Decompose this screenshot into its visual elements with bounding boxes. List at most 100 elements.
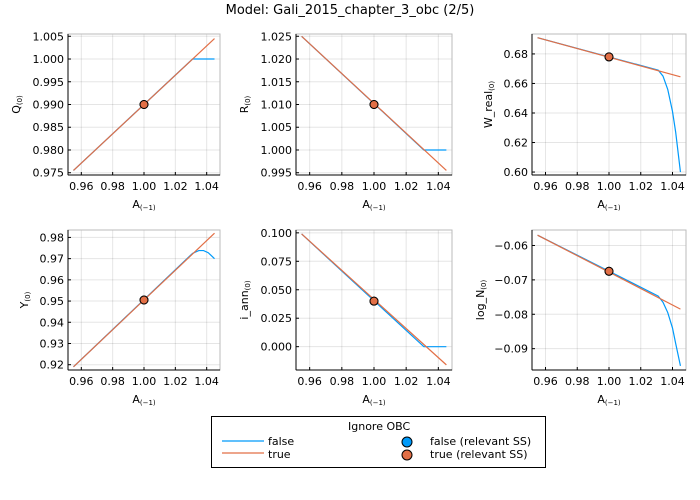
ss-marker-true bbox=[369, 296, 379, 306]
x-tick-label: 1.04 bbox=[426, 180, 451, 193]
y-tick-label: 0.100 bbox=[261, 227, 293, 240]
y-tick-label: 1.005 bbox=[261, 121, 293, 134]
y-axis-label: i_ann(0) bbox=[238, 280, 252, 319]
y-tick-label: 0.93 bbox=[40, 337, 65, 350]
x-tick-label: 1.04 bbox=[194, 180, 219, 193]
y-axis-label: W_real(0) bbox=[482, 81, 496, 128]
x-tick-label: 0.96 bbox=[69, 180, 94, 193]
x-tick-label: 0.98 bbox=[330, 375, 355, 388]
subplot-R: 0.96 0.98 1.00 1.02 1.04 0.995 1.000 1.005 1.010… bbox=[238, 30, 453, 212]
y-tick-label: 0.000 bbox=[261, 341, 293, 354]
y-tick-label: 0.66 bbox=[504, 77, 529, 90]
y-tick-label: 0.92 bbox=[40, 359, 65, 372]
y-tick-label: 1.025 bbox=[261, 30, 293, 43]
figure-title: Model: Gali_2015_chapter_3_obc (2/5) bbox=[225, 3, 475, 18]
x-axis-label: A(−1) bbox=[597, 393, 621, 407]
ss-marker-true bbox=[604, 266, 614, 276]
y-tick-label: 0.975 bbox=[33, 167, 65, 180]
x-tick-label: 1.04 bbox=[660, 375, 685, 388]
x-tick-label: 0.98 bbox=[330, 180, 355, 193]
y-tick-label: 0.94 bbox=[40, 316, 65, 329]
subplot-i_ann: 0.96 0.98 1.00 1.02 1.04 0.000 0.025 0.050 0.075… bbox=[238, 227, 453, 407]
x-tick-label: 1.04 bbox=[194, 375, 219, 388]
legend-line-swatches bbox=[222, 440, 264, 454]
x-tick-label: 0.98 bbox=[100, 180, 125, 193]
y-axis-label: Q(0) bbox=[10, 95, 24, 114]
legend-label-false: false bbox=[268, 435, 295, 448]
y-tick-label: 0.990 bbox=[33, 99, 65, 112]
x-tick-label: 1.02 bbox=[394, 375, 419, 388]
legend-marker-false bbox=[401, 436, 413, 448]
x-tick-label: 0.96 bbox=[297, 180, 322, 193]
legend-marker-true bbox=[401, 449, 413, 461]
y-tick-label: −0.06 bbox=[494, 239, 528, 252]
y-tick-label: 0.075 bbox=[261, 255, 293, 268]
y-tick-label: 0.98 bbox=[40, 231, 65, 244]
legend-marker-swatches bbox=[401, 436, 413, 461]
subplot-W_real: 0.96 0.98 1.00 1.02 1.04 0.60 0.62 0.64 0.66 0.68… bbox=[482, 33, 687, 212]
ss-marker-true bbox=[604, 52, 614, 62]
x-tick-label: 1.02 bbox=[394, 180, 419, 193]
x-tick-label: 1.00 bbox=[132, 375, 157, 388]
x-tick-label: 1.02 bbox=[629, 375, 654, 388]
x-tick-label: 0.98 bbox=[565, 375, 590, 388]
y-axis-label: R(0) bbox=[238, 95, 252, 113]
x-tick-label: 0.96 bbox=[69, 375, 94, 388]
x-tick-label: 1.00 bbox=[597, 180, 622, 193]
x-tick-label: 1.04 bbox=[426, 375, 451, 388]
x-axis-label: A(−1) bbox=[597, 198, 621, 212]
legend-label-true-ss: true (relevant SS) bbox=[430, 448, 528, 461]
legend-label-false-ss: false (relevant SS) bbox=[430, 435, 532, 448]
y-tick-label: 0.95 bbox=[40, 295, 65, 308]
x-tick-label: 0.96 bbox=[533, 375, 558, 388]
subplot-Y: 0.96 0.98 1.00 1.02 1.04 0.92 0.93 0.94 0.95 0.96… bbox=[18, 229, 221, 407]
y-axis-label: Y(0) bbox=[18, 291, 32, 309]
ss-marker-true bbox=[139, 295, 149, 305]
x-tick-label: 1.00 bbox=[597, 375, 622, 388]
x-axis-label: A(−1) bbox=[132, 393, 156, 407]
y-tick-label: 1.005 bbox=[33, 30, 65, 43]
subplot-log_N: 0.96 0.98 1.00 1.02 1.04 −0.09 −0.08 −0.07 −0.06… bbox=[474, 229, 687, 407]
y-tick-label: 1.010 bbox=[261, 99, 293, 112]
legend-title: Ignore OBC bbox=[348, 420, 411, 433]
y-tick-label: 1.015 bbox=[261, 76, 293, 89]
y-tick-label: 1.000 bbox=[261, 144, 293, 157]
y-tick-label: 0.985 bbox=[33, 121, 65, 134]
x-tick-label: 0.96 bbox=[297, 375, 322, 388]
x-axis-label: A(−1) bbox=[362, 198, 386, 212]
x-axis-label: A(−1) bbox=[132, 198, 156, 212]
x-tick-label: 1.00 bbox=[362, 375, 387, 388]
y-tick-label: 0.980 bbox=[33, 144, 65, 157]
series-line-false bbox=[537, 234, 682, 366]
y-tick-label: −0.08 bbox=[494, 308, 528, 321]
subplots: 0.96 0.98 1.00 1.02 1.04 0.975 0.980 0.985 0.990… bbox=[10, 30, 687, 407]
legend-label-true: true bbox=[268, 448, 291, 461]
x-tick-label: 1.02 bbox=[629, 180, 654, 193]
y-tick-label: 0.62 bbox=[504, 137, 529, 150]
y-axis-label: log_N(0) bbox=[474, 280, 488, 321]
y-tick-label: 0.64 bbox=[504, 107, 529, 120]
y-tick-label: 0.60 bbox=[504, 166, 529, 179]
x-tick-label: 1.00 bbox=[362, 180, 387, 193]
y-tick-label: 0.025 bbox=[261, 312, 293, 325]
subplot-Q: 0.96 0.98 1.00 1.02 1.04 0.975 0.980 0.985 0.990… bbox=[10, 30, 221, 212]
x-tick-label: 0.98 bbox=[100, 375, 125, 388]
x-tick-label: 0.96 bbox=[533, 180, 558, 193]
ss-marker-true bbox=[139, 100, 149, 109]
y-tick-label: 0.68 bbox=[504, 48, 529, 61]
y-tick-label: 0.050 bbox=[261, 284, 293, 297]
y-tick-label: 1.020 bbox=[261, 53, 293, 66]
y-tick-label: 0.995 bbox=[261, 167, 293, 180]
x-tick-label: 1.02 bbox=[163, 375, 188, 388]
y-tick-label: 0.96 bbox=[40, 274, 65, 287]
x-tick-label: 1.02 bbox=[163, 180, 188, 193]
legend: Ignore OBC false true false (relevant SS… bbox=[211, 416, 546, 468]
x-axis-label: A(−1) bbox=[362, 393, 386, 407]
y-tick-label: −0.07 bbox=[494, 274, 528, 287]
x-tick-label: 1.04 bbox=[660, 180, 685, 193]
y-tick-label: −0.09 bbox=[494, 343, 528, 356]
y-tick-label: 0.97 bbox=[40, 253, 65, 266]
x-tick-label: 0.98 bbox=[565, 180, 590, 193]
ss-marker-true bbox=[369, 100, 379, 109]
